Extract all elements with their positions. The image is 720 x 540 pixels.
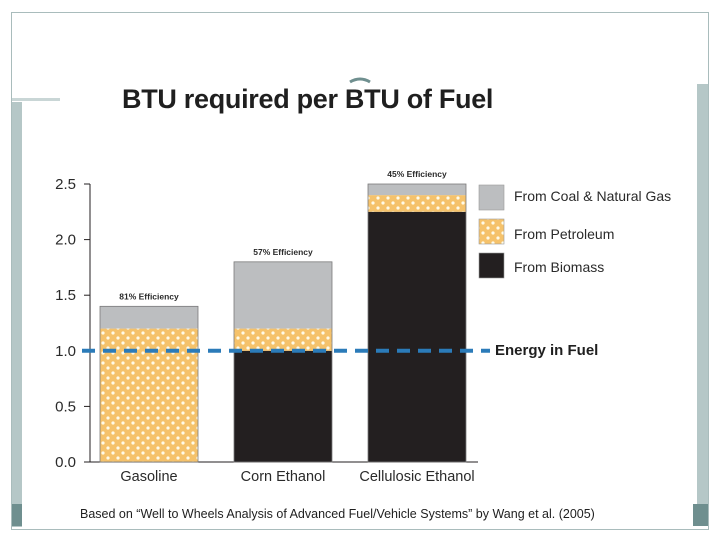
efficiency-label: 81% Efficiency [119, 291, 179, 301]
bar-segment-from-petroleum [234, 328, 332, 351]
slide-right-band [697, 84, 708, 526]
x-axis-labels: Gasoline Corn Ethanol Cellulosic Ethanol [120, 469, 474, 485]
source-note: Based on “Well to Wheels Analysis of Adv… [80, 507, 595, 521]
legend-swatch-petroleum [478, 218, 505, 245]
reference-line-label: Energy in Fuel [495, 342, 599, 359]
y-tick-label: 2.5 [55, 176, 76, 193]
bar-segment-from-biomass [368, 211, 466, 462]
y-tick-label: 0.5 [55, 398, 76, 415]
bar-segment-from-petroleum [368, 195, 466, 212]
x-tick-label: Corn Ethanol [241, 469, 326, 485]
y-tick-label: 1.0 [55, 343, 76, 360]
bar-segment-from-biomass [234, 350, 332, 462]
efficiency-label: 45% Efficiency [387, 169, 447, 179]
y-tick-label: 1.5 [55, 287, 76, 304]
title-decoration [349, 77, 371, 84]
legend-swatch-coal-gas [478, 184, 505, 211]
bar-segment-from-coal-natural-gas [234, 261, 332, 329]
bars [99, 183, 467, 463]
bar-outline [99, 305, 199, 463]
slide-header-notch [12, 98, 60, 101]
bar-segment-from-petroleum [100, 328, 198, 462]
legend [478, 184, 505, 279]
legend-swatch-biomass [478, 252, 505, 279]
slide-left-band [12, 102, 22, 527]
bar-segment-from-coal-natural-gas [100, 306, 198, 329]
bar-outline [367, 183, 467, 463]
x-tick-label: Gasoline [120, 469, 177, 485]
y-tick-label: 2.0 [55, 232, 76, 249]
x-tick-label: Cellulosic Ethanol [359, 469, 474, 485]
legend-label-coal-gas: From Coal & Natural Gas [514, 188, 672, 204]
efficiency-label: 57% Efficiency [253, 247, 313, 257]
chart-title: BTU required per BTU of Fuel [122, 84, 494, 114]
y-tick-label: 0.0 [55, 454, 76, 471]
legend-label-biomass: From Biomass [514, 259, 605, 275]
efficiency-labels: 81% Efficiency 57% Efficiency 45% Efficien… [119, 169, 447, 301]
bar-segment-from-coal-natural-gas [368, 184, 466, 196]
legend-label-petroleum: From Petroleum [514, 226, 615, 242]
bar-outline [233, 261, 333, 463]
